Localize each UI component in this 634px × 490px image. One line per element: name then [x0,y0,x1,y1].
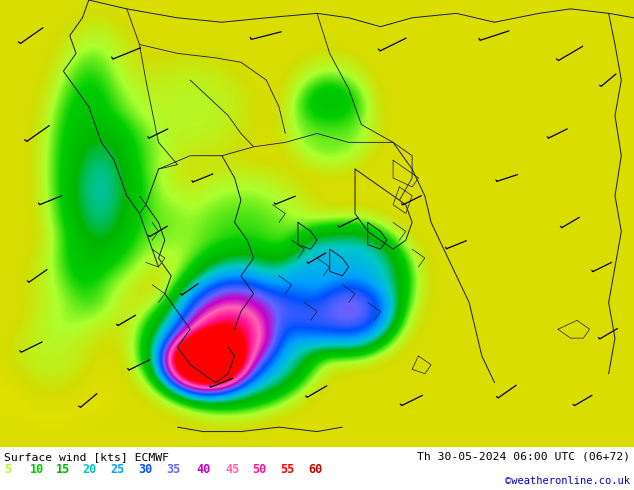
Text: 30: 30 [138,463,152,476]
Text: 45: 45 [225,463,239,476]
Text: Surface wind [kts] ECMWF: Surface wind [kts] ECMWF [4,452,169,462]
Text: 40: 40 [196,463,210,476]
Text: 35: 35 [166,463,180,476]
Text: Th 30-05-2024 06:00 UTC (06+72): Th 30-05-2024 06:00 UTC (06+72) [417,452,630,462]
Text: 55: 55 [280,463,294,476]
Text: ©weatheronline.co.uk: ©weatheronline.co.uk [505,476,630,486]
Text: 50: 50 [252,463,266,476]
Text: 60: 60 [308,463,322,476]
Text: 20: 20 [82,463,96,476]
Text: 25: 25 [110,463,124,476]
Text: 5: 5 [4,463,11,476]
Text: 15: 15 [56,463,70,476]
Text: 10: 10 [30,463,44,476]
